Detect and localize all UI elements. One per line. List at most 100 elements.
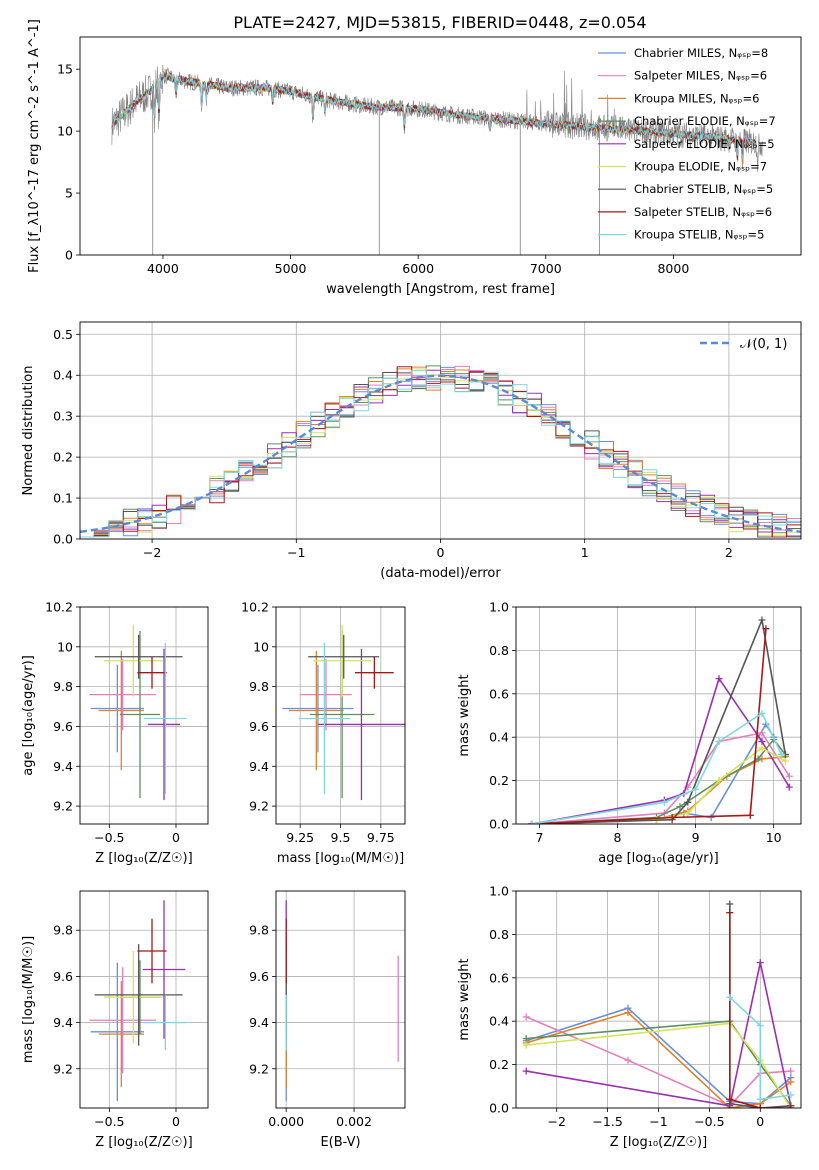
grid xyxy=(276,606,405,824)
weight-point-marker xyxy=(676,803,684,811)
x-tick-label: 7 xyxy=(535,830,543,845)
y-tick-label: 9.6 xyxy=(249,969,269,984)
y-tick-label: 10 xyxy=(57,639,73,654)
x-tick-label: 6000 xyxy=(402,261,434,276)
weight-point-marker xyxy=(781,757,789,765)
weight-point-marker xyxy=(715,738,723,746)
panel-age_vs_mass: 9.25 9.5 9.75 9.2 9.4 9.6 9.8 10 10.2 mass [log₁₀… xyxy=(241,600,406,866)
x-tick-label: −0.5 xyxy=(94,830,124,845)
y-tick-label: 9.4 xyxy=(53,1015,73,1030)
axes-border xyxy=(515,890,802,1109)
spectrum-legend: Chabrier MILES, Nᵩₛₚ=8 Salpeter MILES, Nᵩ… xyxy=(598,46,776,242)
x-tick-label: −1 xyxy=(649,1114,667,1129)
weight-point-marker xyxy=(522,1035,530,1043)
x-tick-label: −1 xyxy=(287,545,305,560)
y-tick-label: 0.0 xyxy=(489,817,509,832)
weight-series-line xyxy=(531,722,775,824)
y-tick-label: 9.2 xyxy=(249,1061,269,1076)
weight-series-line xyxy=(531,747,786,824)
weight-point-marker xyxy=(522,1013,530,1021)
y-tick-label: 10 xyxy=(57,124,73,139)
axes-frame: −0.5 0 9.2 9.4 9.6 9.8 10 10.2 Z [log₁₀(Z/Z☉)] ag… xyxy=(21,600,209,866)
axes-border xyxy=(79,321,802,540)
weight-point-marker xyxy=(726,993,734,1001)
y-tick-label: 0 xyxy=(65,248,73,263)
y-tick-label: 0.4 xyxy=(53,368,73,383)
weight-point-marker xyxy=(756,1022,764,1030)
panel-spectrum: 4000 5000 6000 7000 8000 0 5 10 15 wavelength [An… xyxy=(27,19,802,297)
weight-point-marker xyxy=(726,900,734,908)
legend-label: Kroupa ELODIE, Nᵩₛₚ=7 xyxy=(634,160,767,174)
y-tick-label: 9.4 xyxy=(249,759,269,774)
weight-series-line xyxy=(531,712,783,824)
x-tick-label: −0.5 xyxy=(94,1114,124,1129)
weight-point-marker xyxy=(746,811,754,819)
residual-legend: 𝒩(0, 1) xyxy=(700,337,787,352)
axes-border xyxy=(275,890,406,1109)
y-tick-label: 0.2 xyxy=(489,773,509,788)
weight-series-line xyxy=(728,912,791,1108)
weight-point-marker xyxy=(707,813,715,821)
x-axis-label: Z [log₁₀(Z/Z☉)] xyxy=(95,1135,192,1150)
axes-border xyxy=(79,890,209,1109)
y-tick-label: 0.8 xyxy=(489,643,509,658)
axes-frame: 9.25 9.5 9.75 9.2 9.4 9.6 9.8 10 10.2 mass [log₁₀… xyxy=(241,600,406,866)
x-axis-label: age [log₁₀(age/yr)] xyxy=(598,851,719,866)
panel-mass_vs_Z: −0.5 0 9.2 9.4 9.6 9.8 Z [log₁₀(Z/Z☉)] mass [lo… xyxy=(21,890,209,1150)
plot-area xyxy=(282,624,405,801)
weight-point-marker xyxy=(726,909,734,917)
grid xyxy=(276,891,405,1108)
panel-mass_vs_EBV: 0.000 0.002 9.2 9.4 9.6 9.8 E(B-V) xyxy=(249,890,406,1150)
y-tick-label: 10.2 xyxy=(241,600,269,615)
weight-point-marker xyxy=(787,1078,795,1086)
y-tick-label: 0.4 xyxy=(489,730,509,745)
weight-point-marker xyxy=(684,809,692,817)
x-axis-label: (data-model)/error xyxy=(380,566,501,581)
x-tick-label: 2 xyxy=(725,545,733,560)
y-axis-label: mass weight xyxy=(457,674,472,756)
axes-frame: −2 −1.5 −1 −0.5 0 0.0 0.2 0.4 0.6 0.8 1.0 Z [log₁₀(… xyxy=(457,884,802,1150)
legend-label: Salpeter MILES, Nᵩₛₚ=6 xyxy=(634,69,767,83)
y-tick-label: 0.0 xyxy=(489,1101,509,1116)
y-tick-label: 1.0 xyxy=(489,600,509,615)
x-tick-label: 0 xyxy=(756,1114,764,1129)
x-tick-label: 9.75 xyxy=(367,830,395,845)
legend-label: Kroupa STELIB, Nᵩₛₚ=5 xyxy=(634,228,764,242)
weight-point-marker xyxy=(758,709,766,717)
weight-point-marker xyxy=(787,1091,795,1099)
plot-area xyxy=(89,624,187,801)
y-tick-label: 0.6 xyxy=(489,970,509,985)
y-tick-label: 9.8 xyxy=(249,679,269,694)
weight-point-marker xyxy=(756,1095,764,1103)
axes-border xyxy=(515,606,802,825)
x-axis-label: Z [log₁₀(Z/Z☉)] xyxy=(610,1135,707,1150)
x-tick-label: −2 xyxy=(547,1114,565,1129)
x-tick-label: 8 xyxy=(614,830,622,845)
x-tick-label: 9.25 xyxy=(286,830,314,845)
weight-point-marker xyxy=(758,744,766,752)
y-tick-label: 0.5 xyxy=(53,327,73,342)
weight-point-marker xyxy=(758,616,766,624)
weight-point-marker xyxy=(522,1067,530,1075)
weight-series-line xyxy=(729,996,791,1101)
y-tick-label: 0.3 xyxy=(53,409,73,424)
x-tick-label: 0 xyxy=(172,830,180,845)
weight-point-marker xyxy=(758,738,766,746)
weight-point-marker xyxy=(624,1009,632,1017)
weight-point-marker xyxy=(787,1067,795,1075)
weight-point-marker xyxy=(785,772,793,780)
weight-series-line xyxy=(531,628,767,824)
normal-reference-curve xyxy=(80,374,801,533)
y-tick-label: 9.8 xyxy=(249,923,269,938)
legend-label: 𝒩(0, 1) xyxy=(740,337,787,352)
weight-point-marker xyxy=(787,1104,795,1108)
weight-series-line xyxy=(525,1011,792,1108)
panel-age_vs_Z: −0.5 0 9.2 9.4 9.6 9.8 10 10.2 Z [log₁₀(Z/Z☉)] ag… xyxy=(21,600,209,866)
plot-area xyxy=(80,365,801,538)
plot-area xyxy=(285,900,399,1102)
x-axis-label: mass [log₁₀(M/M☉)] xyxy=(277,851,404,866)
x-tick-label: −0.5 xyxy=(694,1114,724,1129)
legend-label: Kroupa MILES, Nᵩₛₚ=6 xyxy=(634,91,760,105)
x-tick-label: 0.000 xyxy=(268,1114,304,1129)
